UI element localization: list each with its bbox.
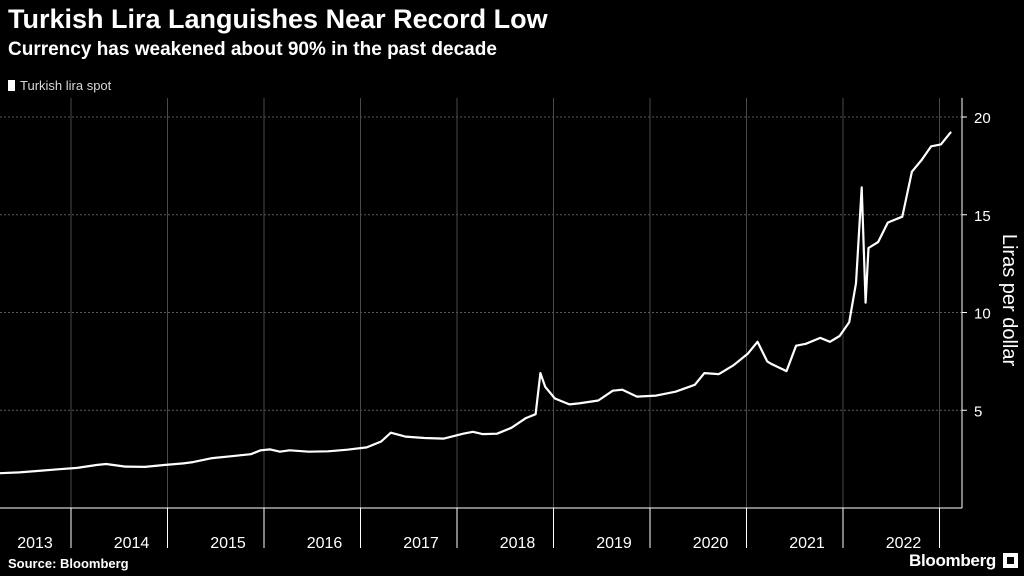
source-note: Source: Bloomberg	[8, 556, 129, 571]
x-tick-label: 2014	[114, 535, 150, 552]
x-tick-label: 2015	[210, 535, 246, 552]
y-tick-label: 15	[974, 208, 991, 225]
bloomberg-square-icon	[1003, 553, 1018, 568]
bloomberg-logo: Bloomberg	[908, 551, 996, 570]
chart-subtitle: Currency has weakened about 90% in the p…	[8, 39, 497, 60]
x-tick-label: 2020	[693, 535, 729, 552]
y-tick-label: 20	[974, 110, 991, 127]
x-tick-label: 2013	[17, 535, 53, 552]
x-tick-label: 2017	[403, 535, 439, 552]
series-line-turkish-lira-spot	[0, 131, 952, 475]
x-tick-label: 2019	[596, 535, 632, 552]
y-tick-label: 5	[974, 403, 982, 420]
chart-legend: Turkish lira spot	[8, 78, 111, 93]
x-tick-label: 2022	[886, 535, 922, 552]
legend-label: Turkish lira spot	[20, 78, 112, 93]
x-tick-label: 2016	[307, 535, 343, 552]
y-tick-label: 10	[974, 306, 991, 323]
chart-title: Turkish Lira Languishes Near Record Low	[8, 4, 548, 34]
legend-swatch	[8, 80, 15, 91]
y-axis-label: Liras per dollar	[998, 234, 1020, 367]
x-tick-label: 2021	[789, 535, 825, 552]
x-tick-label: 2018	[500, 535, 536, 552]
